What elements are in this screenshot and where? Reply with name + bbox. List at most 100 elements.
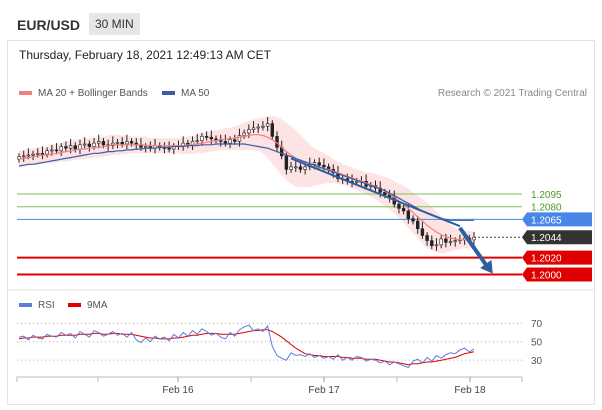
rsi-ma-legend-swatch [68, 303, 81, 307]
candle-body [237, 135, 242, 142]
chart-header: EUR/USD 30 MIN [7, 7, 595, 41]
candle-body [54, 149, 59, 152]
rsi-ma-legend-label: 9MA [87, 300, 108, 311]
candle-body [167, 147, 171, 150]
price-level-label: 1.2020 [531, 254, 562, 265]
price-level-label: 1.2080 [531, 203, 562, 214]
candle-body [45, 150, 49, 155]
candle-body [251, 127, 256, 130]
candle-body [256, 126, 260, 129]
forecast-arrow-head [480, 259, 493, 274]
candle-body [425, 235, 429, 241]
rsi-tick-label: 30 [531, 356, 543, 367]
candle-body [355, 180, 359, 183]
ma50-line [18, 143, 474, 221]
price-level-tag [522, 250, 592, 265]
ma20-legend-label: MA 20 + Bollinger Bands [38, 88, 148, 99]
candle-body [17, 156, 21, 160]
ma50-legend-swatch [162, 91, 175, 95]
candle-body [228, 139, 232, 144]
candle-body [64, 146, 68, 149]
candle-body [242, 132, 246, 136]
price-level-tag [522, 230, 592, 245]
candle-body [411, 218, 415, 222]
candle-body [233, 139, 237, 142]
candle-body [322, 164, 326, 168]
candle-body [284, 155, 289, 170]
candle-body [270, 123, 275, 137]
resistance-trend-line [290, 157, 461, 228]
candle-body [125, 141, 129, 145]
candle-body [247, 129, 251, 134]
candle-body [265, 123, 270, 127]
candle-body [129, 141, 134, 144]
candle-body [317, 162, 321, 166]
candle-body [59, 146, 63, 152]
candle-body [120, 141, 124, 145]
candle-body [195, 140, 199, 142]
candle-body [448, 241, 453, 243]
candle-body [92, 142, 96, 147]
candle-body [50, 149, 54, 152]
rsi-tick-label: 70 [531, 319, 543, 330]
rsi-tick-label: 50 [531, 338, 543, 349]
price-level-tag [522, 267, 592, 282]
candle-body [21, 155, 26, 158]
forecast-arrow-shaft [458, 226, 491, 270]
candle-body [204, 136, 209, 138]
candle-body [261, 125, 265, 128]
bollinger-band [19, 116, 474, 254]
copyright-label: Research © 2021 Trading Central [438, 88, 587, 99]
candle-body [444, 238, 448, 243]
rsi-line [18, 324, 475, 369]
candle-body [200, 136, 204, 141]
candle-body [406, 210, 411, 219]
candle-body [143, 146, 148, 148]
candle-body [36, 153, 40, 155]
candle-body [439, 238, 443, 246]
candle-body [101, 141, 106, 146]
candle-body [453, 240, 457, 242]
ma20-line [18, 134, 474, 241]
chart-timestamp: Thursday, February 18, 2021 12:49:13 AM … [19, 48, 271, 62]
candle-body [298, 166, 303, 170]
symbol-title: EUR/USD [17, 17, 81, 33]
candle-body [40, 153, 45, 155]
candle-body [26, 154, 31, 157]
ma50-legend-label: MA 50 [181, 88, 210, 99]
candle-body [294, 166, 298, 169]
candle-body [430, 240, 434, 247]
price-level-label: 1.2095 [531, 190, 562, 201]
price-level-label: 1.2044 [531, 233, 562, 244]
candle-body [434, 244, 439, 247]
x-axis-ticks: Feb 16 Feb 17 Feb 18 [16, 377, 523, 396]
candle-body [312, 162, 317, 165]
candle-body [214, 138, 218, 141]
x-tick-label: Feb 18 [454, 385, 486, 396]
candle-body [416, 220, 420, 230]
candle-body [73, 145, 77, 150]
rsi-layer: 70 50 30 [17, 319, 543, 369]
candle-body [31, 153, 35, 156]
rsi-legend-swatch [19, 303, 32, 307]
candle-body [97, 141, 101, 144]
price-level-tag [522, 212, 592, 227]
chart-frame [7, 7, 595, 405]
candle-body [401, 208, 406, 212]
candle-body [82, 143, 87, 146]
x-tick-label: Feb 17 [308, 385, 340, 396]
candle-body [397, 203, 401, 209]
candle-body [87, 143, 92, 147]
timeframe-button[interactable]: 30 MIN [89, 13, 140, 35]
candle-body [383, 192, 387, 196]
ma20-legend-swatch [19, 91, 32, 95]
candle-body [303, 166, 307, 170]
candle-body [115, 141, 120, 144]
candle-body [78, 144, 82, 150]
price-level-label: 1.2065 [531, 215, 562, 226]
price-level-label: 1.2000 [531, 271, 562, 282]
candle-body [209, 136, 214, 140]
candle-body [289, 166, 293, 170]
